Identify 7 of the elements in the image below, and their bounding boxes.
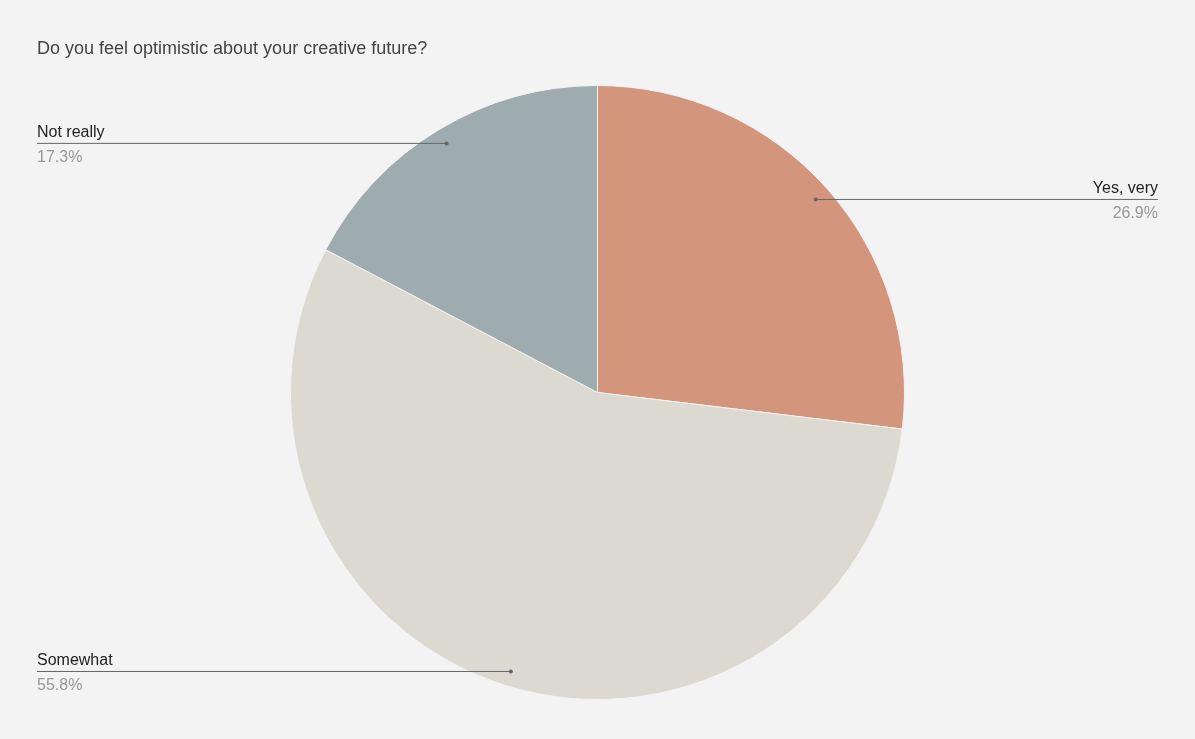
slice-label: Yes, very [1092,178,1158,196]
chart-title: Do you feel optimistic about your creative future? [37,38,428,58]
slice-label: Somewhat [37,650,114,668]
data-label: 55.8% [37,675,83,693]
slice-label: Not really [37,122,105,140]
data-label: 26.9% [1112,203,1158,221]
data-label: 17.3% [37,147,83,165]
